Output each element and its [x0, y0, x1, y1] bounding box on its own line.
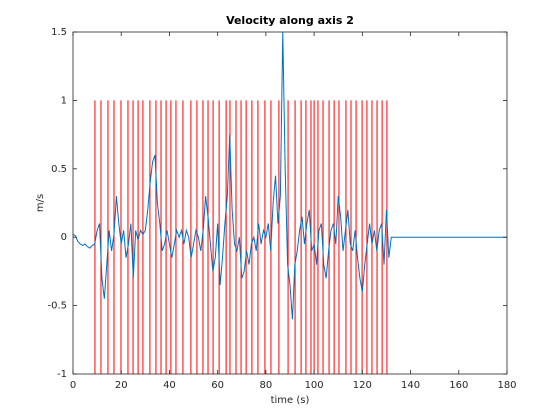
- chart-title: Velocity along axis 2: [226, 14, 354, 27]
- y-tick-label: -1: [57, 369, 67, 380]
- y-axis-label: m/s: [35, 194, 46, 212]
- data-line: [72, 31, 507, 320]
- x-tick-label: 100: [305, 380, 324, 391]
- x-tick-label: 0: [70, 380, 76, 391]
- y-tick-label: 1: [61, 95, 67, 106]
- plot-area: [73, 32, 507, 374]
- x-tick-label: 80: [260, 380, 273, 391]
- y-tick-label: 0: [61, 232, 67, 243]
- y-tick-label: -0.5: [47, 301, 67, 312]
- x-axis-label: time (s): [271, 395, 310, 406]
- y-tick-label: 0.5: [51, 164, 67, 175]
- x-tick-label: 20: [115, 380, 128, 391]
- x-tick-label: 120: [353, 380, 372, 391]
- x-tick-label: 140: [401, 380, 420, 391]
- x-tick-label: 60: [211, 380, 224, 391]
- y-tick-label: 1.5: [51, 27, 67, 38]
- axes-box: [72, 31, 508, 375]
- x-tick-label: 180: [497, 380, 516, 391]
- x-tick-label: 40: [163, 380, 176, 391]
- x-tick-label: 160: [449, 380, 468, 391]
